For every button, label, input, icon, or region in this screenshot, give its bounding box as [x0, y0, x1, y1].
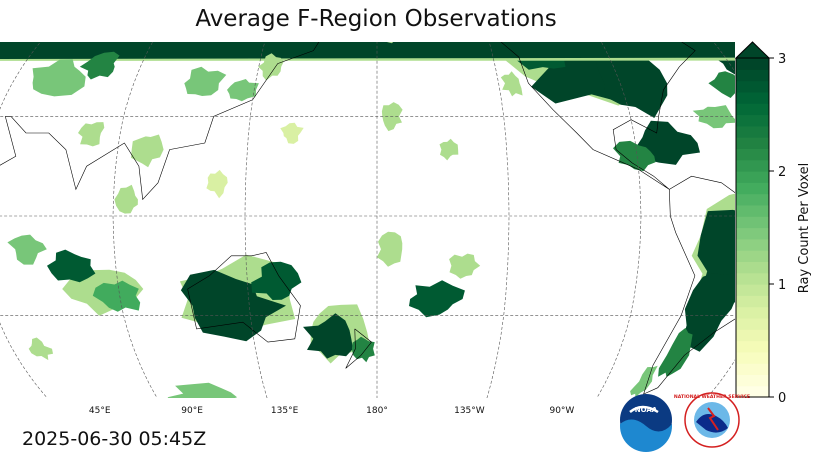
- nws-logo: NATIONAL WEATHER SERVICE: [674, 392, 750, 448]
- meridian-line: [112, 42, 237, 398]
- colorbar-tick-label: 3: [778, 52, 786, 67]
- data-blob: [227, 79, 259, 102]
- colorbar-tick-label: 1: [778, 278, 786, 293]
- data-blob: [206, 169, 228, 199]
- colorbar-label: Ray Count Per Voxel: [797, 163, 812, 293]
- colorbar-band: [736, 182, 769, 195]
- coastline: [187, 252, 301, 343]
- data-blob: [409, 280, 465, 318]
- noaa-logo: NOAA: [620, 394, 672, 452]
- data-blob: [251, 261, 302, 300]
- colorbar-band: [736, 227, 769, 240]
- colorbar-band: [736, 69, 769, 82]
- colorbar-band: [736, 295, 769, 308]
- data-blob: [28, 337, 53, 361]
- data-blob: [449, 253, 481, 279]
- data-blob: [630, 365, 658, 398]
- data-blob: [613, 140, 656, 172]
- data-blob: [351, 336, 375, 363]
- data-blob: [376, 231, 403, 267]
- data-blob: [0, 42, 735, 65]
- meridian-line: [517, 42, 642, 398]
- coastline: [643, 175, 735, 395]
- coastline: [345, 328, 372, 369]
- colorbar-tick-label: 0: [778, 391, 786, 406]
- colorbar-band: [736, 171, 769, 183]
- colorbar-band: [736, 363, 769, 375]
- longitude-label: 90°W: [549, 406, 574, 416]
- colorbar-band: [736, 137, 769, 149]
- colorbar-band: [736, 159, 769, 172]
- data-blob: [92, 280, 141, 312]
- colorbar-band: [736, 329, 769, 342]
- data-blob: [500, 71, 523, 97]
- longitude-label: 90°E: [181, 406, 203, 416]
- data-blob: [131, 134, 164, 168]
- data-blob: [180, 269, 286, 342]
- svg-text:NATIONAL WEATHER SERVICE: NATIONAL WEATHER SERVICE: [674, 394, 750, 400]
- data-blob: [167, 382, 238, 398]
- colorbar-band: [736, 374, 769, 387]
- gridlines: [0, 42, 735, 398]
- colorbar-tick-label: 2: [778, 165, 786, 180]
- colorbar-extend-arrow: [734, 41, 771, 59]
- data-blob: [184, 66, 227, 96]
- colorbar-band: [736, 284, 769, 296]
- longitude-label: 45°E: [89, 406, 111, 416]
- colorbar-band: [736, 261, 769, 274]
- coastline: [410, 42, 696, 190]
- colorbar-band: [736, 114, 769, 127]
- colorbar-band: [736, 58, 769, 70]
- colorbar-band: [736, 103, 769, 116]
- colorbar-band: [736, 91, 769, 104]
- longitude-label: 180°: [366, 406, 388, 416]
- colorbar-frame: [735, 58, 770, 398]
- longitude-label: 135°W: [454, 406, 485, 416]
- colorbar-band: [736, 385, 769, 398]
- timestamp: 2025-06-30 05:45Z: [22, 428, 207, 450]
- longitude-label: 135°E: [271, 406, 299, 416]
- data-blob: [303, 313, 353, 359]
- colorbar-band: [736, 216, 769, 229]
- data-blob: [114, 184, 138, 214]
- data-blob: [47, 249, 96, 283]
- data-blob: [258, 53, 284, 81]
- colorbar-band: [736, 306, 769, 319]
- colorbar-band: [736, 238, 769, 251]
- data-blob: [32, 59, 86, 97]
- data-blob: [78, 122, 105, 147]
- colorbar-band: [736, 272, 769, 285]
- data-blob: [680, 273, 735, 352]
- logos: NOAA NATIONAL WEATHER SERVICE: [620, 392, 750, 452]
- data-blob: [7, 234, 47, 265]
- colorbar-band: [736, 317, 769, 330]
- colorbar-band: [736, 148, 769, 161]
- data-blob: [79, 51, 120, 80]
- data-blob: [658, 327, 693, 377]
- data-blob: [439, 138, 459, 161]
- colorbar-band: [736, 125, 769, 138]
- colorbar-band: [736, 250, 769, 262]
- svg-text:NOAA: NOAA: [635, 406, 658, 414]
- colorbar-band: [736, 351, 769, 364]
- colorbar-band: [736, 340, 769, 353]
- colorbar-band: [736, 80, 769, 93]
- colorbar-band: [736, 193, 769, 206]
- map-title: Average F-Region Observations: [195, 6, 557, 32]
- world-map: 60°N30°N0°30°S60°S 45°E90°E135°E180°135°…: [0, 42, 735, 416]
- data-blob: [280, 122, 304, 144]
- data-blob: [593, 52, 668, 118]
- colorbar-band: [736, 204, 769, 217]
- coastlines: [0, 42, 735, 395]
- data-blob: [708, 71, 735, 98]
- coastline: [0, 42, 374, 201]
